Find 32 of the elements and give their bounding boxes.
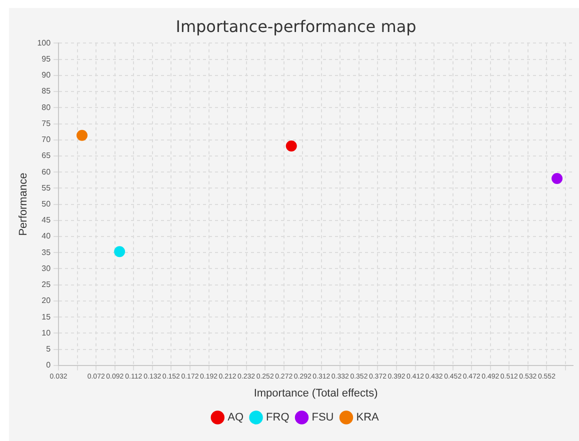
y-tick-label: 65 [42,151,52,160]
x-axis-title: Importance (Total effects) [254,387,378,400]
y-tick-label: 20 [42,296,52,306]
y-tick-label: 60 [42,167,52,176]
y-tick-label: 35 [42,248,52,257]
legend-label: KRA [356,412,380,424]
y-tick-label: 40 [42,232,52,241]
y-tick-label: 100 [37,38,52,48]
y-tick-label: 10 [42,328,52,338]
point [114,246,126,258]
y-axis-title: Performance [18,172,30,236]
chart-title: Importance-performance map [176,16,416,36]
y-tick-label: 30 [42,264,52,273]
legend-label: AQ [228,412,244,424]
y-tick-label: 15 [42,312,52,322]
legend-label: FRQ [266,412,290,424]
y-tick-label: 90 [42,70,52,80]
y-tick-label: 55 [42,183,52,192]
y-tick-label: 85 [42,86,52,96]
y-tick-label: 45 [42,216,52,225]
y-tick-label: 95 [42,54,52,64]
legend-label: FSU [312,412,334,424]
y-tick-label: 50 [42,200,52,209]
y-tick-label: 75 [42,118,52,128]
y-tick-label: 5 [46,344,52,354]
y-tick-label: 80 [42,102,52,112]
point [286,140,297,152]
y-tick-label: 70 [42,135,52,144]
y-tick-label: 0 [46,360,52,370]
point [76,130,88,141]
point [552,173,563,184]
y-tick-label: 25 [42,280,52,290]
